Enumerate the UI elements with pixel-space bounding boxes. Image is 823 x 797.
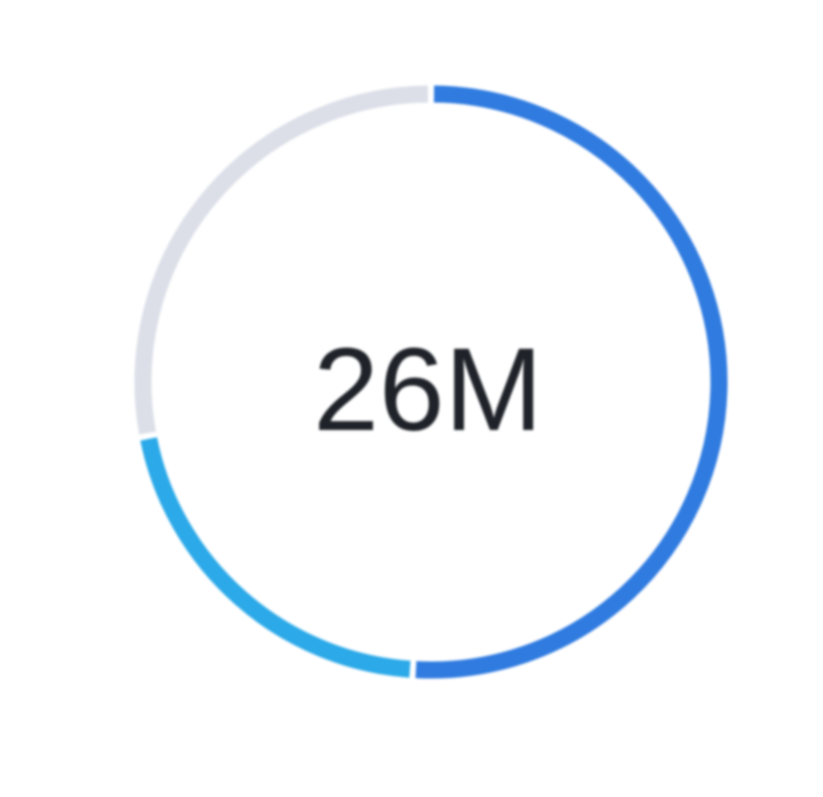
donut-slice-1 <box>415 85 728 679</box>
donut-slices <box>134 85 728 679</box>
center-value-label: 26M <box>313 324 543 456</box>
donut-slice-2 <box>140 437 411 678</box>
donut-slice-3 <box>134 85 429 435</box>
